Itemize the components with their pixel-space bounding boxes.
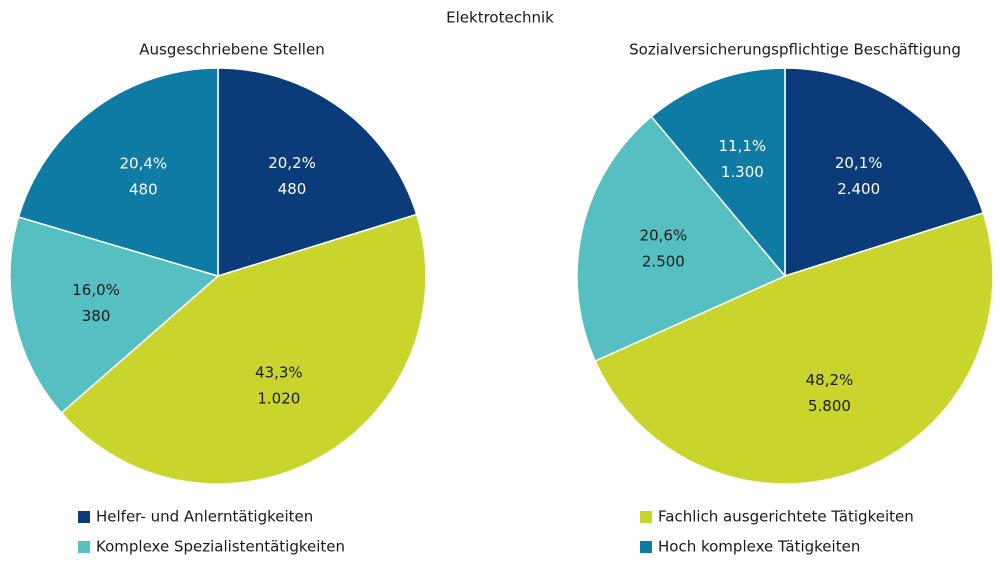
pie-slice xyxy=(576,115,787,362)
legend-label: Hoch komplexe Tätigkeiten xyxy=(658,538,860,556)
count-label: 5.800 xyxy=(808,397,851,415)
legend-label: Helfer- und Anlerntätigkeiten xyxy=(96,508,313,526)
count-label: 1.300 xyxy=(721,163,764,181)
pie-title: Sozialversicherungspflichtige Beschäftig… xyxy=(629,41,961,59)
legend-swatch xyxy=(640,541,652,553)
count-label: 2.500 xyxy=(642,253,685,271)
legend-label: Komplexe Spezialistentätigkeiten xyxy=(96,538,345,556)
legend-swatch xyxy=(78,541,90,553)
pie-slice xyxy=(594,212,994,485)
count-label: 1.020 xyxy=(257,389,300,407)
pie-slice xyxy=(60,213,427,485)
pie-slice xyxy=(784,67,985,278)
value-label: 20,6% xyxy=(640,227,688,245)
pie-slice xyxy=(17,67,219,278)
page-title: Elektrotechnik xyxy=(446,9,554,27)
value-label: 43,3% xyxy=(255,363,303,381)
value-label: 16,0% xyxy=(72,281,120,299)
value-label: 20,1% xyxy=(835,154,883,172)
value-label: 20,2% xyxy=(268,154,316,172)
pie-title: Ausgeschriebene Stellen xyxy=(139,41,324,59)
pie-slice xyxy=(650,67,786,279)
legend-swatch xyxy=(78,511,90,523)
count-label: 480 xyxy=(129,181,158,199)
count-label: 380 xyxy=(82,307,111,325)
count-label: 2.400 xyxy=(837,180,880,198)
count-label: 480 xyxy=(278,180,307,198)
pie-slice xyxy=(9,216,220,414)
value-label: 48,2% xyxy=(806,371,854,389)
value-label: 11,1% xyxy=(719,137,767,155)
value-label: 20,4% xyxy=(119,155,167,173)
legend-swatch xyxy=(640,511,652,523)
pie-slice xyxy=(217,67,418,278)
legend-label: Fachlich ausgerichtete Tätigkeiten xyxy=(658,508,914,526)
